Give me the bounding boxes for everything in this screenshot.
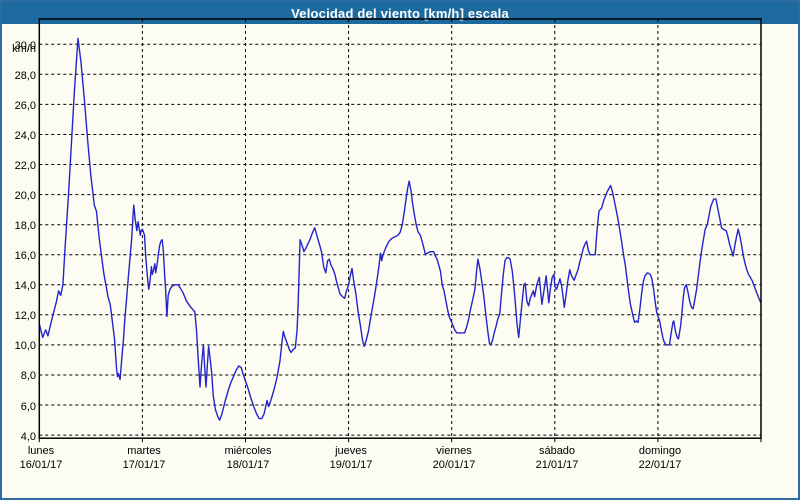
- y-axis-tick-label: 4,0: [20, 431, 36, 443]
- x-axis-date-label: 17/01/17: [122, 459, 166, 471]
- wind-speed-line: [38, 37, 762, 421]
- x-axis-date-label: 21/01/17: [535, 459, 579, 471]
- x-axis-day-label: viernes: [436, 445, 472, 457]
- y-axis-tick-label: 10,0: [14, 340, 36, 352]
- x-axis-date-label: 22/01/17: [638, 459, 682, 471]
- y-axis-unit-label: km/h: [12, 43, 36, 55]
- x-axis-day-label: sábado: [538, 445, 576, 457]
- y-axis-tick-label: 26,0: [14, 100, 36, 112]
- y-axis-tick-label: 6,0: [20, 401, 36, 413]
- y-axis-tick-label: 22,0: [14, 160, 36, 172]
- y-axis-tick-label: 18,0: [14, 220, 36, 232]
- y-axis-tick-label: 20,0: [14, 190, 36, 202]
- x-axis-day-label: domingo: [638, 445, 682, 457]
- window-title: Velocidad del viento [km/h] escala: [291, 5, 509, 21]
- plot-border: [38, 18, 762, 439]
- y-axis-tick-label: 30,0: [14, 40, 36, 52]
- x-axis-date-label: 18/01/17: [226, 459, 270, 471]
- y-axis-tick-label: 16,0: [14, 250, 36, 262]
- x-axis-day-label: lunes: [27, 445, 55, 457]
- y-axis-tick-label: 14,0: [14, 280, 36, 292]
- x-axis-day-label: miércoles: [224, 445, 272, 457]
- x-axis-date-label: 16/01/17: [19, 459, 63, 471]
- x-axis-date-label: 20/01/17: [432, 459, 476, 471]
- y-axis-tick-label: 28,0: [14, 70, 36, 82]
- y-axis-tick-label: 8,0: [20, 370, 36, 382]
- x-axis-date-label: 19/01/17: [329, 459, 373, 471]
- y-axis-tick-label: 24,0: [14, 130, 36, 142]
- x-axis-day-label: martes: [127, 445, 161, 457]
- y-axis-tick-label: 12,0: [14, 310, 36, 322]
- x-axis-day-label: jueves: [335, 445, 367, 457]
